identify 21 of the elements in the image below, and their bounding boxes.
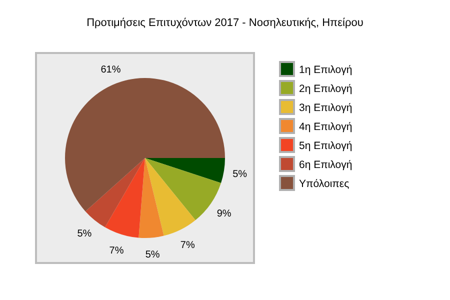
legend-label: 5η Επιλογή bbox=[299, 140, 352, 152]
data-label: 9% bbox=[216, 208, 232, 220]
legend-label: 4η Επιλογή bbox=[299, 121, 352, 133]
data-label: 5% bbox=[145, 250, 160, 261]
data-label: 5% bbox=[77, 228, 92, 240]
pie-slice bbox=[85, 158, 145, 228]
legend-label: Υπόλοιπες bbox=[299, 178, 350, 190]
legend-label: 1η Επιλογή bbox=[299, 64, 352, 76]
pie-slice bbox=[145, 158, 196, 236]
data-label: 5% bbox=[232, 169, 248, 180]
pie-slice bbox=[138, 158, 164, 238]
pie-slice bbox=[145, 158, 225, 183]
data-label: 7% bbox=[180, 240, 195, 252]
data-label: 7% bbox=[109, 246, 124, 257]
data-label: 61% bbox=[100, 64, 121, 76]
legend-label: 2η Επιλογή bbox=[299, 83, 352, 95]
legend-label: 3η Επιλογή bbox=[299, 102, 352, 114]
pie-slice bbox=[105, 158, 145, 238]
chart-title: Προτιμήσεις Επιτυχόντων 2017 - Νοσηλευτικής, Ηπείρου bbox=[86, 17, 364, 29]
legend-label: 6η Επιλογή bbox=[299, 159, 352, 171]
pie-slice bbox=[65, 78, 225, 212]
